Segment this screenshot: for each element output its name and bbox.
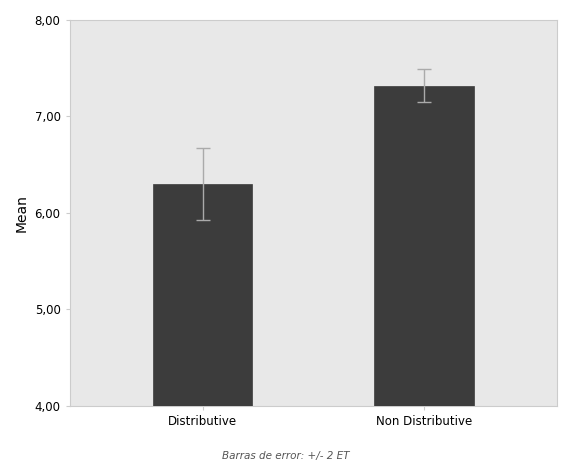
Text: Barras de error: +/- 2 ET: Barras de error: +/- 2 ET bbox=[223, 452, 349, 461]
Y-axis label: Mean: Mean bbox=[15, 194, 29, 232]
Bar bbox=[153, 184, 252, 466]
Bar bbox=[374, 86, 474, 466]
